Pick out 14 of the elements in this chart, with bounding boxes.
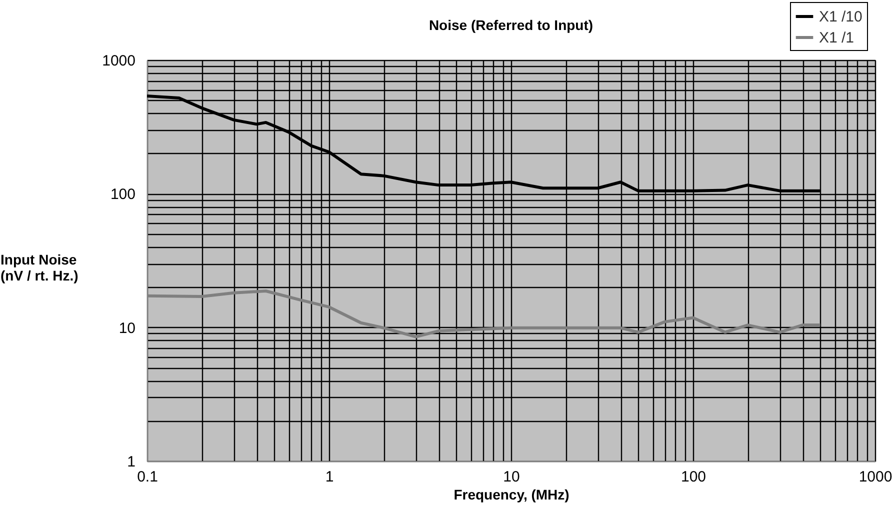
y-tick-label: 1	[127, 454, 136, 470]
y-axis-title: Input Noise (nV / rt. Hz.)	[0, 252, 78, 284]
y-tick-label: 10	[118, 320, 136, 337]
chart-title: Noise (Referred to Input)	[428, 17, 594, 33]
y-tick-label: 1000	[102, 52, 136, 70]
x-tick-label: 1	[325, 468, 334, 486]
legend-label: X1 /1	[819, 30, 854, 46]
x-tick-label: 0.1	[137, 468, 158, 486]
legend-label: X1 /10	[819, 8, 862, 26]
x-tick-label: 1000	[858, 468, 892, 486]
y-tick-label: 100	[110, 186, 136, 204]
x-tick-label: 10	[503, 468, 520, 486]
x-axis-title: Frequency, (MHz)	[454, 486, 570, 502]
x-tick-label: 100	[680, 468, 706, 486]
